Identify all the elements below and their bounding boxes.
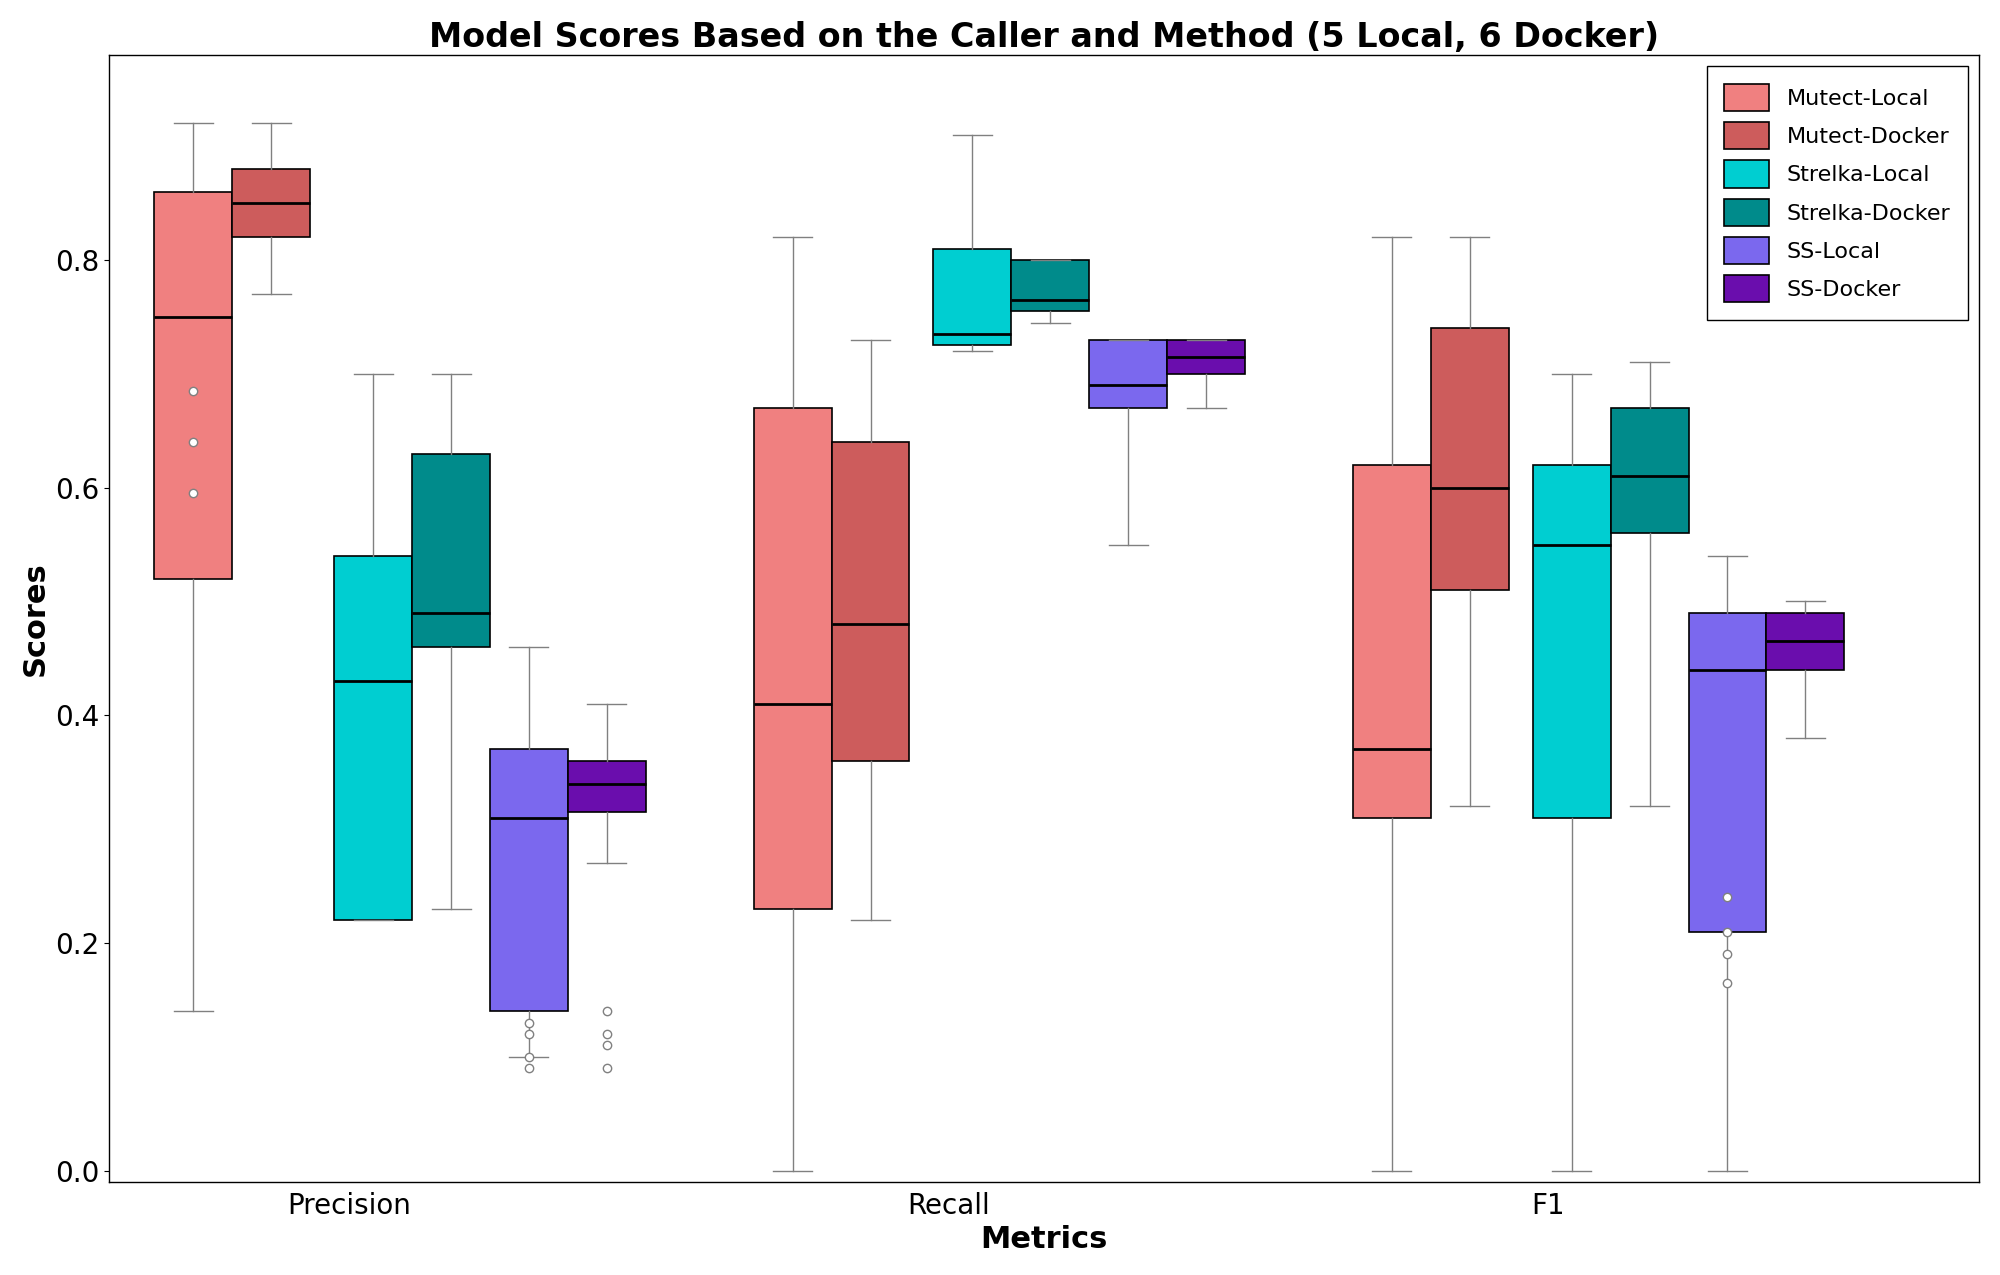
Legend: Mutect-Local, Mutect-Docker, Strelka-Local, Strelka-Docker, SS-Local, SS-Docker: Mutect-Local, Mutect-Docker, Strelka-Loc… <box>1706 66 1968 320</box>
PathPatch shape <box>1012 260 1090 311</box>
PathPatch shape <box>1352 465 1430 817</box>
PathPatch shape <box>412 454 490 646</box>
PathPatch shape <box>1532 465 1610 817</box>
PathPatch shape <box>1090 339 1168 408</box>
PathPatch shape <box>232 170 310 237</box>
X-axis label: Metrics: Metrics <box>980 1225 1108 1255</box>
Title: Model Scores Based on the Caller and Method (5 Local, 6 Docker): Model Scores Based on the Caller and Met… <box>430 20 1660 54</box>
PathPatch shape <box>568 761 646 812</box>
PathPatch shape <box>1168 339 1246 374</box>
Y-axis label: Scores: Scores <box>20 561 50 676</box>
PathPatch shape <box>1766 613 1844 669</box>
PathPatch shape <box>934 249 1012 346</box>
PathPatch shape <box>154 191 232 579</box>
PathPatch shape <box>490 750 568 1011</box>
PathPatch shape <box>832 442 910 761</box>
PathPatch shape <box>1430 328 1508 590</box>
PathPatch shape <box>1610 408 1688 533</box>
PathPatch shape <box>754 408 832 909</box>
PathPatch shape <box>334 556 412 921</box>
PathPatch shape <box>1688 613 1766 932</box>
